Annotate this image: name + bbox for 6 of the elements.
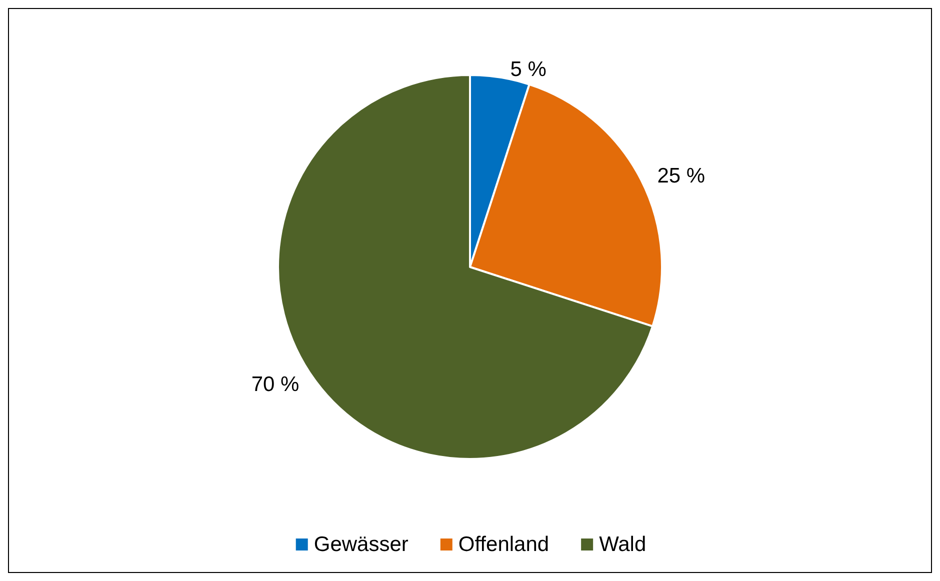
legend-label: Offenland [458, 533, 550, 556]
data-label: 25 % [657, 164, 706, 188]
legend-label: Gewässer [314, 533, 408, 556]
data-label: 5 % [510, 58, 546, 81]
data-label: 70 % [251, 373, 300, 396]
legend-label: Wald [599, 533, 646, 556]
